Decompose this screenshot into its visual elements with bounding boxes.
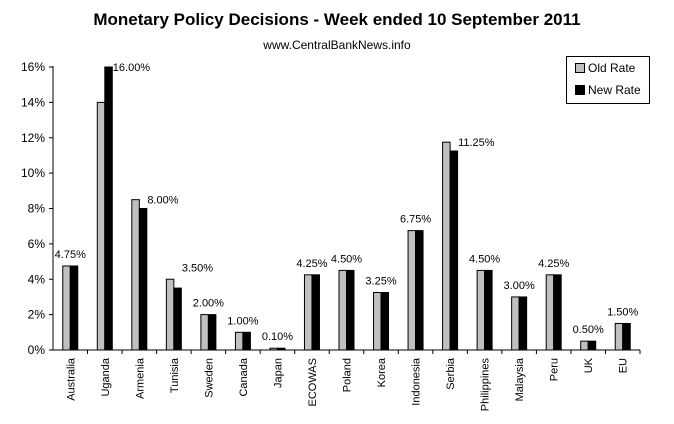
- bar-old: [234, 331, 244, 351]
- x-tick-label: ECOWAS: [307, 358, 319, 407]
- x-tick-label: Japan: [272, 358, 284, 388]
- bar-old: [442, 141, 451, 351]
- chart-subtitle: www.CentralBankNews.info: [263, 38, 411, 52]
- legend-label-old: Old Rate: [588, 61, 636, 75]
- legend-label-new: New Rate: [588, 83, 641, 97]
- x-tick-label: Canada: [238, 357, 250, 396]
- x-tick-label: Uganda: [100, 357, 112, 396]
- x-tick-label: Philippines: [480, 358, 492, 412]
- data-label: 4.75%: [55, 249, 86, 261]
- bar-old: [580, 340, 589, 351]
- bar-new: [553, 274, 562, 351]
- data-label: 8.00%: [147, 195, 178, 207]
- data-label: 6.75%: [400, 214, 431, 226]
- data-label: 16.00%: [113, 62, 151, 74]
- data-label: 4.50%: [331, 253, 362, 265]
- bar-old: [338, 269, 347, 351]
- bar-new: [622, 322, 631, 351]
- x-tick-label: Malaysia: [514, 357, 526, 401]
- bar-new: [449, 150, 459, 351]
- data-label: 4.25%: [296, 258, 327, 270]
- bar-new: [138, 208, 148, 351]
- bar-old: [545, 274, 555, 351]
- bar-new: [242, 331, 251, 351]
- bar-old: [131, 199, 140, 351]
- bar-new: [518, 296, 528, 351]
- y-tick-label: 2%: [28, 308, 46, 322]
- legend-swatch-old: [575, 63, 585, 73]
- bar-old: [269, 347, 278, 351]
- bar-new: [207, 314, 217, 351]
- bar-old: [373, 292, 382, 351]
- bar-new: [484, 269, 493, 351]
- data-label: 0.50%: [573, 324, 604, 336]
- bar-old: [614, 322, 624, 351]
- bar-old: [407, 230, 417, 351]
- y-tick-label: 14%: [21, 95, 45, 109]
- bar-new: [276, 347, 286, 351]
- data-label: 4.25%: [538, 258, 569, 270]
- data-label: 3.00%: [504, 280, 535, 292]
- x-tick-label: Armenia: [134, 357, 146, 399]
- data-label: 3.50%: [182, 262, 213, 274]
- legend-swatch-new: [575, 85, 585, 95]
- data-label: 1.00%: [227, 315, 258, 327]
- x-tick-label: Poland: [342, 358, 354, 392]
- bar-new: [69, 265, 79, 351]
- x-tick-label: EU: [618, 358, 630, 373]
- data-label: 1.50%: [607, 306, 638, 318]
- bar-old: [96, 101, 106, 351]
- data-label: 0.10%: [262, 331, 293, 343]
- x-tick-label: Serbia: [445, 357, 457, 390]
- bar-old: [62, 265, 71, 351]
- legend-item-old: Old Rate: [567, 57, 649, 79]
- bar-new: [380, 292, 390, 351]
- x-tick-label: Peru: [549, 358, 561, 381]
- legend-item-new: New Rate: [567, 79, 649, 101]
- y-tick-label: 4%: [28, 272, 46, 286]
- x-tick-label: Indonesia: [411, 357, 423, 406]
- data-label: 4.50%: [469, 253, 500, 265]
- legend: Old Rate New Rate: [566, 56, 650, 104]
- bar-new: [311, 274, 320, 351]
- bar-new: [104, 66, 113, 351]
- bar-new: [346, 269, 355, 351]
- bar-new: [587, 340, 597, 351]
- bar-new: [415, 230, 424, 351]
- x-tick-label: Sweden: [203, 358, 215, 398]
- data-label: 11.25%: [458, 137, 495, 149]
- y-tick-label: 10%: [21, 166, 45, 180]
- bar-old: [165, 278, 175, 351]
- bar-old: [200, 314, 209, 351]
- x-tick-label: Korea: [376, 357, 388, 387]
- y-tick-label: 0%: [28, 343, 46, 357]
- bar-new: [173, 287, 182, 351]
- y-tick-label: 6%: [28, 237, 46, 251]
- data-label: 3.25%: [365, 276, 396, 288]
- x-tick-label: UK: [583, 357, 595, 373]
- bar-old: [303, 274, 313, 351]
- y-tick-label: 8%: [28, 202, 46, 216]
- chart-title: Monetary Policy Decisions - Week ended 1…: [93, 10, 581, 29]
- bar-old: [511, 296, 520, 351]
- data-label: 2.00%: [193, 298, 224, 310]
- y-tick-label: 12%: [21, 131, 45, 145]
- x-tick-label: Australia: [65, 357, 77, 401]
- y-tick-label: 16%: [21, 60, 45, 74]
- x-tick-label: Tunisia: [169, 357, 181, 393]
- bar-old: [476, 269, 486, 351]
